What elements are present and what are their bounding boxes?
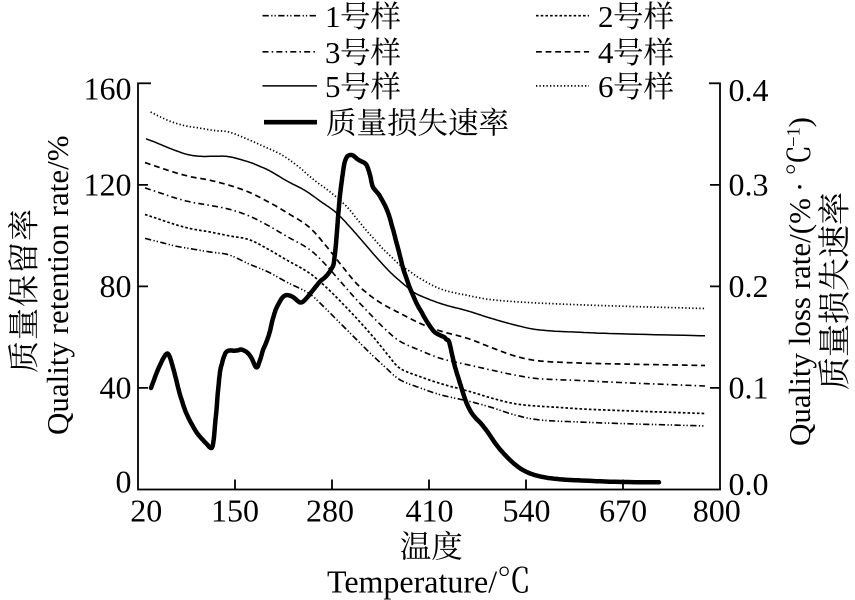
svg-text:Quality loss rate/(%: Quality loss rate/(% bbox=[782, 198, 817, 446]
svg-text:−1: −1 bbox=[785, 127, 805, 147]
svg-text:40: 40 bbox=[100, 370, 132, 406]
svg-text:0.0: 0.0 bbox=[729, 466, 769, 502]
svg-text:4: 4 bbox=[598, 35, 614, 70]
svg-text:3: 3 bbox=[325, 35, 341, 70]
svg-text:Temperature/: Temperature/ bbox=[327, 564, 497, 600]
svg-text:): ) bbox=[782, 117, 817, 127]
svg-text:540: 540 bbox=[503, 493, 551, 529]
svg-text:800: 800 bbox=[693, 493, 741, 529]
svg-text:·: · bbox=[782, 182, 817, 192]
svg-text:20: 20 bbox=[130, 493, 162, 529]
svg-text:0.1: 0.1 bbox=[729, 370, 769, 406]
svg-text:120: 120 bbox=[84, 166, 132, 202]
svg-text:0.3: 0.3 bbox=[729, 166, 769, 202]
svg-text:160: 160 bbox=[84, 71, 132, 107]
svg-text:0.4: 0.4 bbox=[729, 72, 769, 108]
svg-text:0.2: 0.2 bbox=[729, 268, 769, 304]
svg-text:Quality retention rate/%: Quality retention rate/% bbox=[40, 135, 75, 435]
svg-text:0: 0 bbox=[116, 464, 132, 500]
svg-text:1: 1 bbox=[325, 0, 341, 34]
svg-text:5: 5 bbox=[325, 69, 341, 104]
svg-text:80: 80 bbox=[100, 268, 132, 304]
svg-text:150: 150 bbox=[211, 493, 259, 529]
svg-text:280: 280 bbox=[306, 493, 354, 529]
svg-text:410: 410 bbox=[406, 493, 454, 529]
svg-text:6: 6 bbox=[598, 69, 614, 104]
svg-text:670: 670 bbox=[599, 493, 647, 529]
svg-text:2: 2 bbox=[598, 0, 614, 34]
